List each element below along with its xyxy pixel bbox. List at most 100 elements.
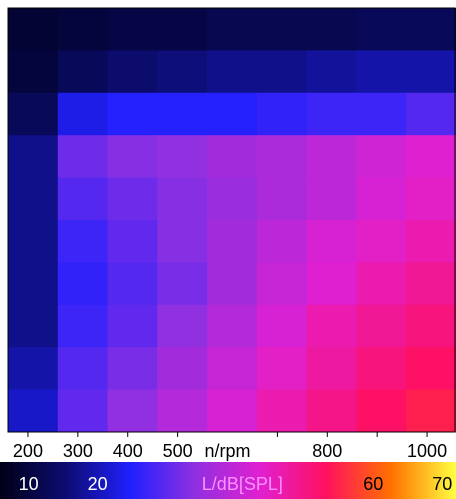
heat-cell (157, 50, 208, 94)
heat-cell (8, 347, 59, 391)
heat-cell (8, 389, 59, 433)
heat-cell (57, 92, 109, 136)
heat-cell (57, 177, 109, 221)
heat-cell (356, 220, 407, 263)
heat-cell (157, 220, 208, 263)
heat-cell (57, 50, 109, 94)
heat-cell (256, 304, 308, 348)
x-tick-label: 300 (63, 441, 93, 461)
heat-cell (157, 8, 208, 51)
heat-cell (157, 92, 208, 136)
heat-cell (306, 347, 357, 391)
heat-cell (406, 92, 456, 136)
heat-cell (306, 92, 357, 136)
heat-cell (356, 8, 407, 51)
x-tick-label: 800 (312, 441, 342, 461)
colorbar-tick-label: 20 (88, 474, 108, 494)
heat-cell (406, 177, 456, 221)
heat-cell (107, 220, 158, 263)
heat-cell (107, 135, 158, 179)
heat-cell (256, 8, 308, 51)
heat-cell (8, 177, 59, 221)
heat-cell (57, 262, 109, 306)
heat-cell (207, 220, 258, 263)
colorbar-tick-label: 60 (363, 474, 383, 494)
heat-cell (256, 50, 308, 94)
heat-cell (306, 304, 357, 348)
heat-cell (207, 135, 258, 179)
x-tick-label: 200 (13, 441, 43, 461)
heat-cell (207, 304, 258, 348)
heat-cell (406, 347, 456, 391)
heat-cell (256, 220, 308, 263)
heat-cell (107, 8, 158, 51)
heat-cell (356, 92, 407, 136)
heat-cell (8, 304, 59, 348)
heat-cell (306, 389, 357, 433)
heat-cell (306, 8, 357, 51)
heat-cell (356, 50, 407, 94)
colorbar-tick-label: 10 (19, 474, 39, 494)
colorbar-label: L/dB[SPL] (202, 474, 283, 494)
heat-cell (8, 92, 59, 136)
heat-cell (356, 262, 407, 306)
heat-cell (107, 262, 158, 306)
heat-cell (306, 262, 357, 306)
x-tick-label: 1000 (407, 441, 447, 461)
heat-cell (356, 347, 407, 391)
heat-cell (406, 262, 456, 306)
heat-cell (57, 135, 109, 179)
colorbar (0, 462, 456, 499)
heat-cell (256, 262, 308, 306)
heat-cell (8, 220, 59, 263)
heat-cell (107, 50, 158, 94)
heat-cell (356, 389, 407, 433)
heat-cell (8, 50, 59, 94)
heat-cell (207, 92, 258, 136)
x-tick-label: 400 (113, 441, 143, 461)
heat-cell (256, 177, 308, 221)
heat-cell (57, 389, 109, 433)
colorbar-tick-label: 70 (432, 474, 452, 494)
heat-cell (157, 347, 208, 391)
heat-cell (107, 389, 158, 433)
heat-cell (57, 8, 109, 51)
heat-cell (8, 135, 59, 179)
heat-cell (107, 304, 158, 348)
heat-cell (157, 135, 208, 179)
heat-cell (256, 347, 308, 391)
heat-cell (207, 177, 258, 221)
heat-cell (406, 304, 456, 348)
heat-cell (157, 177, 208, 221)
heat-cell (207, 8, 258, 51)
heat-cell (207, 389, 258, 433)
heat-cell (107, 347, 158, 391)
heat-cell (256, 389, 308, 433)
heat-cell (306, 177, 357, 221)
heat-cell (406, 50, 456, 94)
heat-cell (306, 135, 357, 179)
heat-cell (107, 92, 158, 136)
heat-cell (356, 135, 407, 179)
heat-cell (406, 220, 456, 263)
x-axis-label: n/rpm (205, 441, 251, 461)
heat-cell (207, 262, 258, 306)
heat-cell (406, 389, 456, 433)
heat-cell (157, 304, 208, 348)
heat-cell (406, 8, 456, 51)
heat-cell (356, 177, 407, 221)
heat-cell (207, 347, 258, 391)
heat-cell (57, 347, 109, 391)
heat-cell (8, 8, 59, 51)
heat-cell (306, 220, 357, 263)
heat-cell (406, 135, 456, 179)
plot-frame (7, 7, 456, 433)
heat-cell (207, 50, 258, 94)
heat-cell (57, 304, 109, 348)
heat-cell (306, 50, 357, 94)
heat-cell (57, 220, 109, 263)
heat-cell (8, 262, 59, 306)
heat-cell (107, 177, 158, 221)
x-tick-label: 500 (163, 441, 193, 461)
